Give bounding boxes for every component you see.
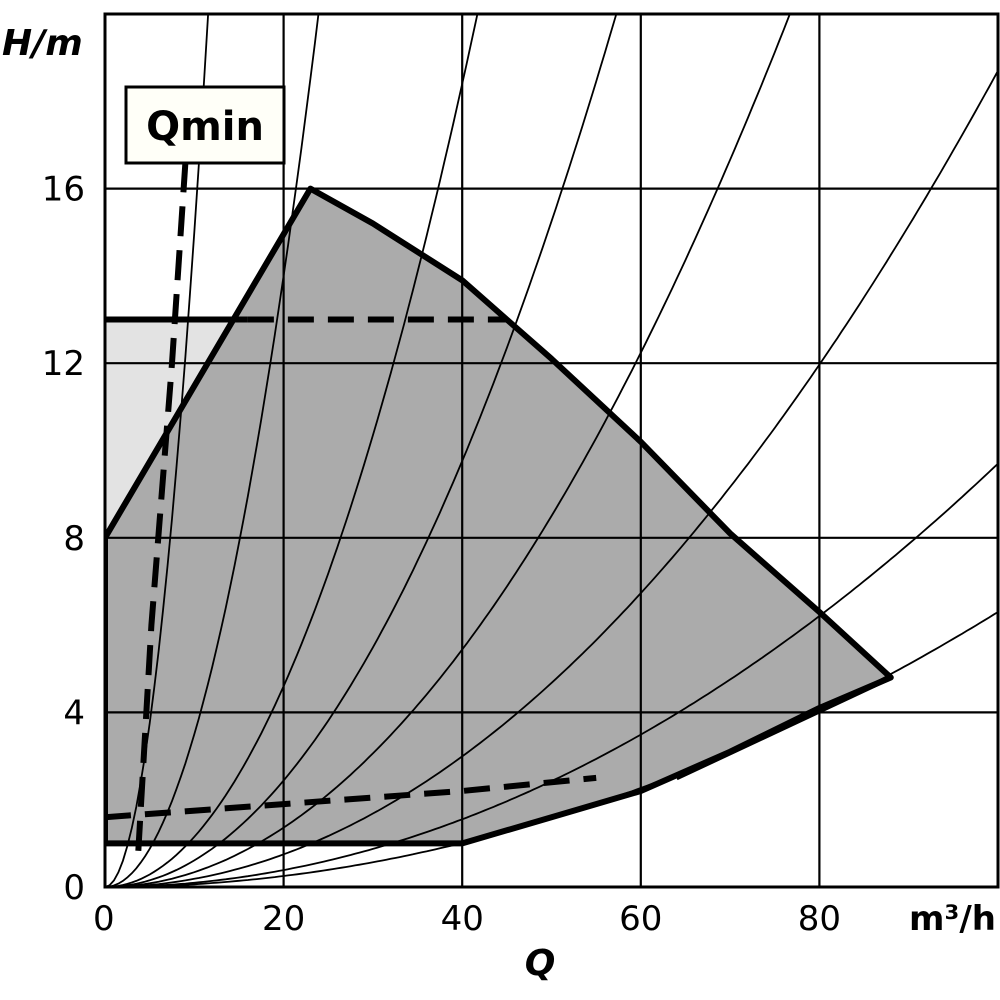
- x-axis-unit: m³/h: [909, 899, 996, 939]
- x-axis-label: Q: [525, 943, 556, 984]
- lower-curve-dashed: [105, 774, 597, 821]
- system-curve: [105, 14, 618, 887]
- operating-field-layer: [105, 188, 891, 844]
- system-curves-layer: [105, 14, 998, 887]
- y-tick-label: 8: [63, 519, 85, 559]
- operating-field-area: [105, 188, 891, 844]
- system-curve: [105, 14, 479, 887]
- qmin-label: Qmin: [146, 104, 264, 150]
- x-tick-label: 20: [262, 899, 305, 939]
- system-curve: [105, 14, 320, 887]
- x-tick-label: 40: [441, 899, 484, 939]
- qmin-label-box: Qmin: [124, 85, 286, 165]
- operating-field-outline: [105, 185, 894, 847]
- tick-labels-layer: 0 20 40 60 80 0 4 8 12 16: [42, 170, 841, 939]
- y-tick-label: 16: [42, 170, 85, 210]
- y-axis-label: H/m: [2, 23, 83, 64]
- system-curve: [105, 14, 791, 887]
- y-tick-label: 0: [63, 868, 85, 908]
- qmin-line: [135, 162, 189, 857]
- x-tick-label: 60: [619, 899, 662, 939]
- grid-layer: [105, 14, 998, 887]
- system-curve: [105, 14, 210, 887]
- system-curve: [105, 70, 998, 887]
- x-tick-label: 80: [798, 899, 841, 939]
- y-tick-label: 12: [42, 344, 85, 384]
- lower-curve-solid: [675, 675, 892, 781]
- y-tick-label: 4: [63, 693, 85, 733]
- x-tick-label: 0: [93, 899, 115, 939]
- plot-frame: [103, 12, 1000, 889]
- operating-field-outline-layer: [105, 162, 894, 857]
